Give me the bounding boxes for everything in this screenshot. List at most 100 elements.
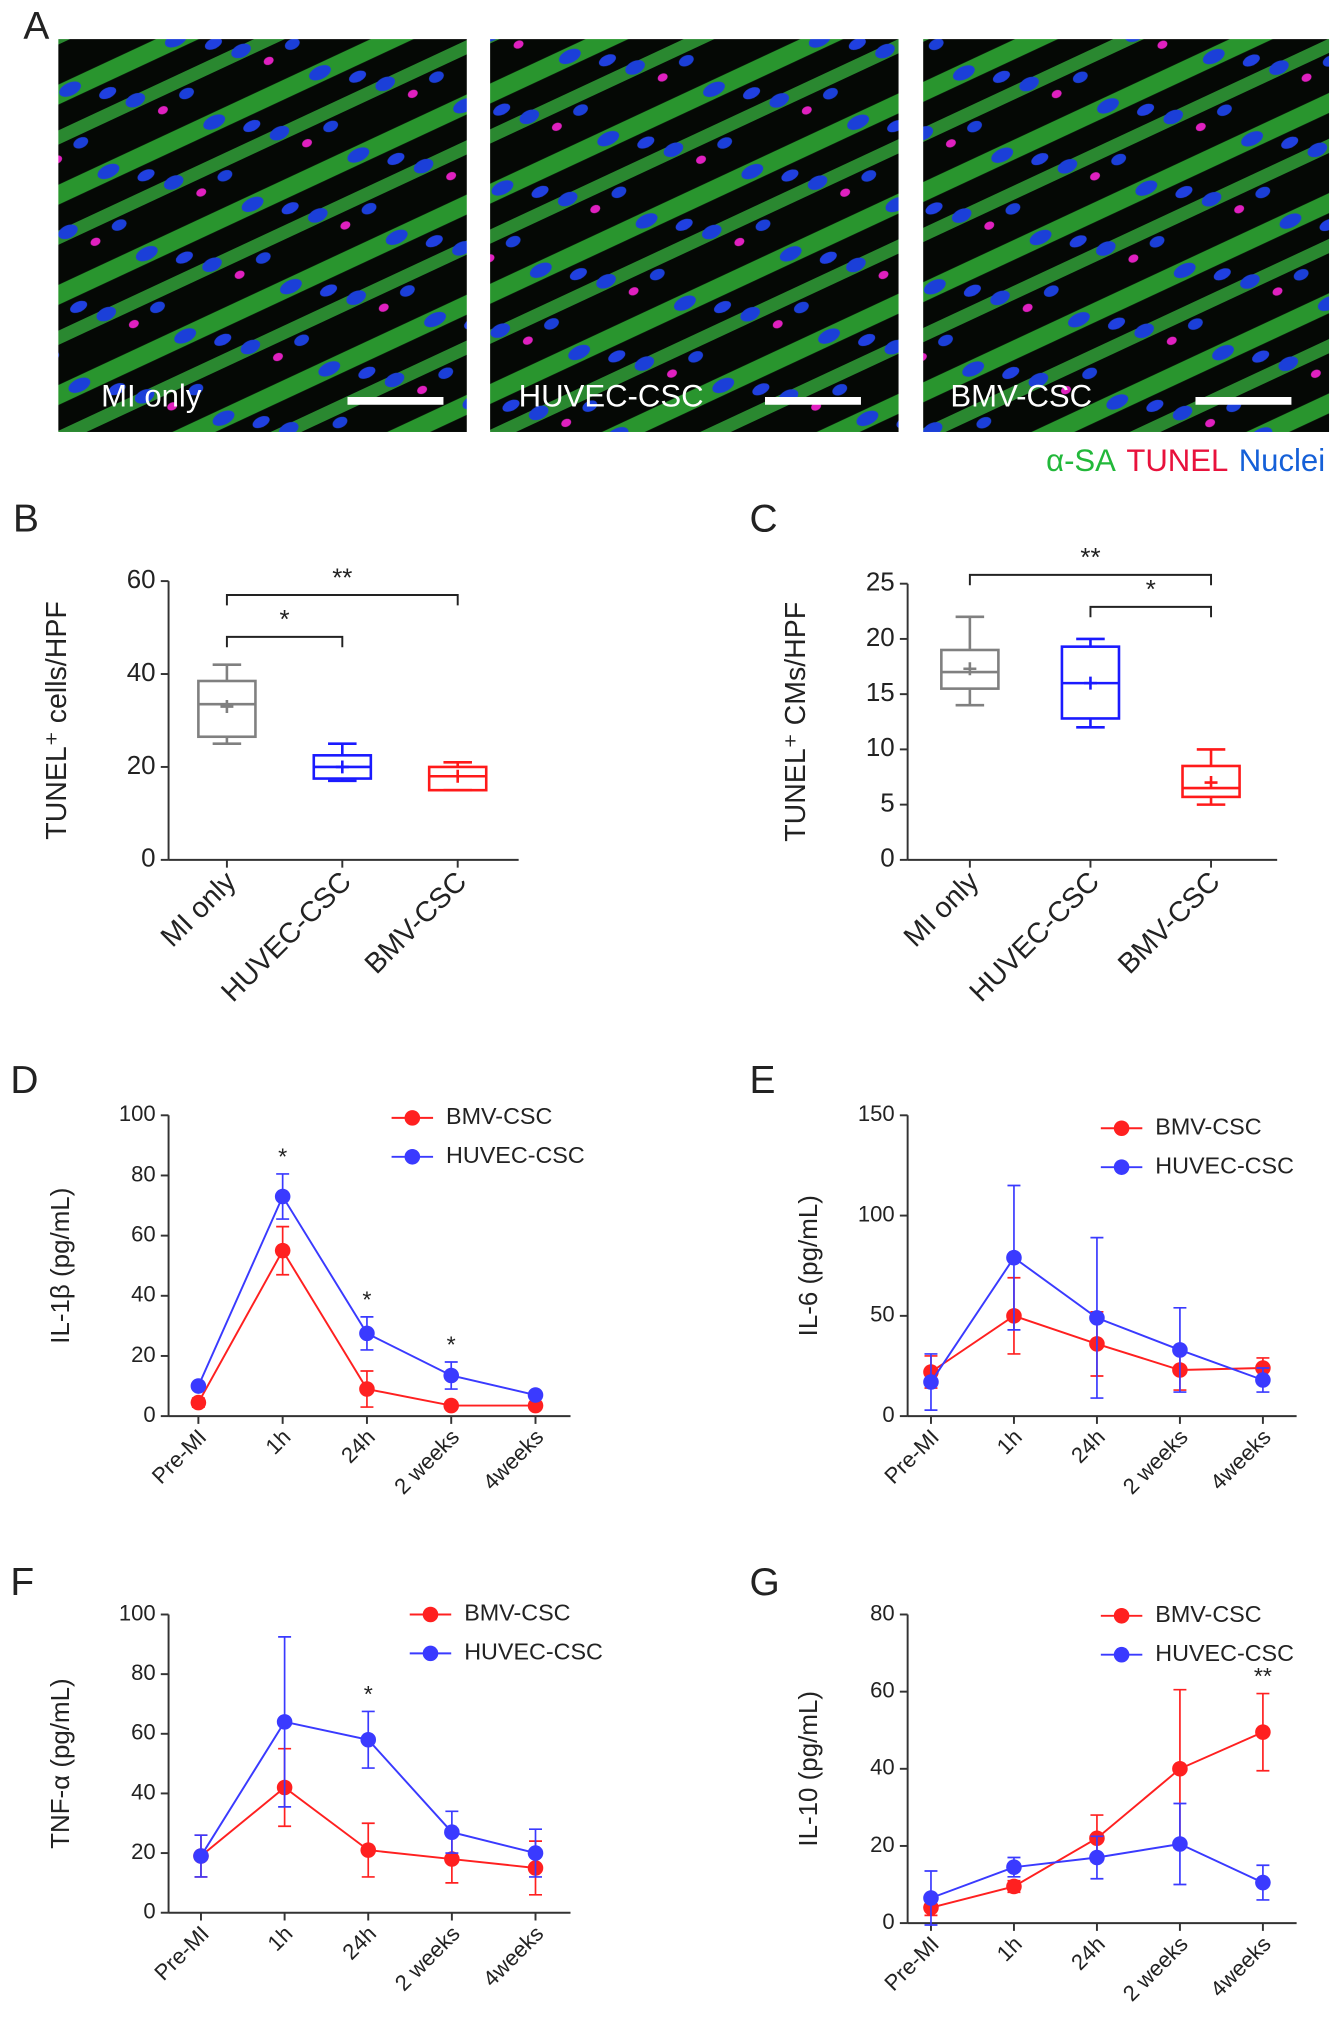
y-tick-label: 10	[866, 734, 895, 762]
significance-label: *	[364, 1681, 373, 1707]
data-point	[274, 1188, 291, 1205]
data-point	[1172, 1342, 1188, 1358]
y-tick-label: 20	[131, 1342, 156, 1367]
x-tick-label: 2 weeks	[389, 1424, 464, 1499]
legend-label: HUVEC-CSC	[464, 1639, 603, 1665]
data-point	[1172, 1836, 1188, 1852]
y-tick-label: 25	[866, 569, 895, 597]
x-tick-label: 4weeks	[478, 1424, 549, 1495]
mean	[1083, 676, 1097, 690]
panel-letter: B	[13, 498, 39, 541]
data-point	[190, 1378, 207, 1394]
mean	[1204, 776, 1218, 790]
significance-label: **	[332, 564, 352, 592]
y-tick-label: 80	[131, 1660, 156, 1685]
legend-label: BMV-CSC	[1155, 1113, 1261, 1139]
y-tick-label: 50	[870, 1302, 895, 1327]
legend-marker	[1113, 1120, 1130, 1137]
x-tick-label: 2 weeks	[1118, 1931, 1193, 2006]
x-tick-label: 24h	[1066, 1931, 1110, 1975]
x-tick-label: BMV-CSC	[359, 866, 473, 980]
y-tick-label: 20	[131, 1839, 156, 1864]
y-tick-label: 0	[141, 845, 155, 873]
y-axis-label: IL-6 (pg/mL)	[795, 1195, 823, 1336]
data-point	[359, 1381, 375, 1397]
data-point	[923, 1890, 939, 1906]
x-tick-label: MI only	[898, 865, 986, 953]
y-tick-label: 20	[127, 752, 156, 780]
panel-letter: C	[749, 498, 777, 541]
legend-marker	[1113, 1608, 1130, 1624]
legend-label: HUVEC-CSC	[446, 1142, 585, 1168]
data-point	[1255, 1724, 1271, 1740]
stain-label: α-SA	[1046, 443, 1116, 478]
data-point	[527, 1845, 544, 1861]
legend-marker	[422, 1645, 439, 1662]
data-point	[923, 1374, 939, 1390]
y-tick-label: 60	[131, 1221, 156, 1246]
box	[940, 648, 1000, 690]
panel-letter: F	[10, 1561, 34, 1604]
significance-label: **	[1254, 1663, 1272, 1689]
box	[1181, 764, 1241, 799]
legend-marker	[1113, 1159, 1130, 1175]
data-point	[1255, 1874, 1271, 1891]
data-point	[444, 1824, 460, 1840]
panel-letter: D	[10, 1059, 38, 1102]
legend-label: BMV-CSC	[446, 1103, 552, 1129]
y-tick-label: 100	[119, 1101, 156, 1126]
x-tick-label: 4weeks	[1205, 1931, 1276, 2002]
x-tick-label: 24h	[336, 1424, 380, 1468]
legend-label: HUVEC-CSC	[1155, 1152, 1294, 1178]
data-point	[359, 1325, 375, 1342]
y-tick-label: 40	[131, 1779, 156, 1804]
panel-letter: G	[749, 1561, 779, 1604]
y-tick-label: 0	[882, 1402, 894, 1427]
x-tick-label: 2 weeks	[1118, 1424, 1193, 1499]
data-point	[276, 1714, 293, 1730]
x-tick-label: 1h	[262, 1921, 297, 1956]
micrograph	[58, 39, 467, 432]
y-tick-label: 60	[127, 566, 156, 594]
significance-label: *	[362, 1286, 371, 1312]
x-tick-label: 2 weeks	[390, 1921, 465, 1996]
image-label: MI only	[101, 378, 202, 413]
significance-bracket	[1089, 605, 1213, 618]
legend-label: BMV-CSC	[1155, 1601, 1261, 1627]
stain-label: TUNEL	[1126, 443, 1228, 478]
y-tick-label: 40	[131, 1282, 156, 1307]
y-axis-label: TNF-α (pg/mL)	[47, 1678, 75, 1849]
mean	[220, 700, 234, 714]
mean	[963, 662, 977, 676]
data-point	[1089, 1849, 1105, 1866]
significance-label: *	[1146, 576, 1156, 604]
panel-letter: E	[749, 1059, 775, 1102]
significance-label: *	[447, 1332, 456, 1358]
data-point	[274, 1242, 291, 1259]
legend-marker	[1113, 1646, 1130, 1663]
significance-bracket	[968, 573, 1213, 586]
x-tick-label: 4weeks	[478, 1921, 549, 1992]
y-tick-label: 40	[870, 1755, 895, 1780]
significance-label: *	[280, 606, 290, 634]
legend-label: BMV-CSC	[464, 1600, 570, 1626]
box	[427, 765, 488, 792]
legend-marker	[404, 1149, 421, 1165]
y-tick-label: 100	[858, 1201, 895, 1226]
legend-label: HUVEC-CSC	[1155, 1640, 1294, 1666]
x-tick-label: BMV-CSC	[1112, 866, 1226, 980]
data-point	[1006, 1878, 1022, 1895]
x-tick-label: 24h	[1066, 1424, 1110, 1468]
data-point	[1006, 1249, 1022, 1266]
x-tick-label: Pre-MI	[149, 1921, 213, 1985]
x-tick-label: 1h	[260, 1424, 295, 1459]
x-tick-label: MI only	[155, 865, 243, 953]
image-label: BMV-CSC	[950, 378, 1092, 413]
y-tick-label: 80	[131, 1161, 156, 1186]
y-tick-label: 20	[870, 1832, 895, 1857]
y-axis-label: TUNEL⁺ cells/HPF	[41, 601, 73, 839]
y-tick-label: 40	[127, 659, 156, 687]
legend-marker	[422, 1606, 439, 1623]
y-tick-label: 60	[131, 1720, 156, 1745]
